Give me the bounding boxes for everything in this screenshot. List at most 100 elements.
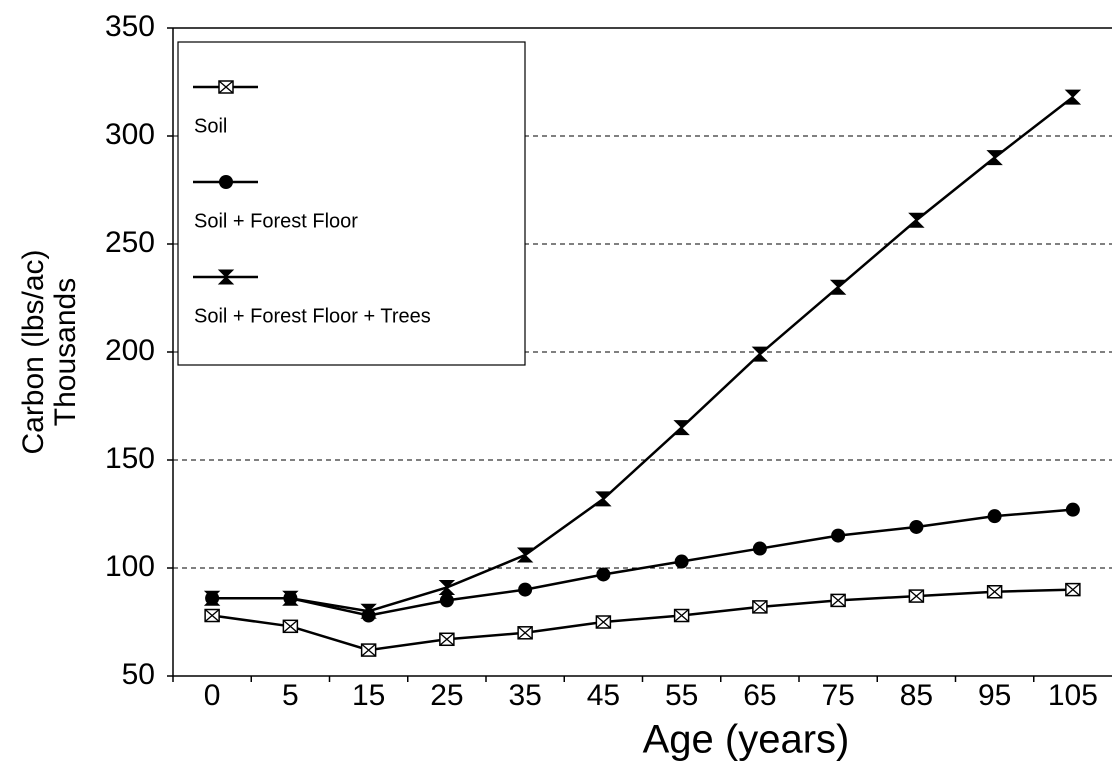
data-point — [595, 491, 612, 507]
marker-shape — [439, 593, 454, 608]
legend-box — [177, 41, 526, 366]
x-tick-label: 55 — [665, 679, 698, 712]
marker-shape — [217, 269, 235, 285]
marker-shape — [595, 491, 612, 507]
data-point — [830, 593, 846, 608]
marker-shape — [830, 593, 846, 607]
marker-shape — [516, 547, 534, 563]
marker-shape — [752, 541, 767, 556]
data-point — [752, 600, 768, 614]
marker-shape — [751, 346, 769, 362]
series-line — [211, 588, 1073, 652]
marker-shape — [987, 509, 1002, 524]
marker-shape — [674, 554, 689, 569]
y-tick-label: 350 — [105, 10, 155, 43]
y-tick-label: 50 — [122, 658, 155, 691]
y-axis-label: Thousands — [49, 278, 82, 426]
marker-shape — [596, 567, 611, 582]
marker-shape — [829, 279, 847, 295]
data-point — [438, 579, 456, 595]
data-point — [204, 608, 220, 623]
marker-shape — [908, 589, 924, 603]
marker-shape — [219, 175, 233, 189]
y-axis-label: Carbon (lbs/ac) — [17, 249, 50, 454]
x-tick-label: 65 — [743, 679, 776, 712]
data-point — [1065, 582, 1081, 597]
marker-shape — [595, 615, 611, 629]
legend-marker — [217, 269, 235, 285]
marker-shape — [1065, 502, 1080, 517]
marker-shape — [673, 420, 690, 436]
marker-shape — [218, 80, 234, 94]
series-line — [212, 96, 1074, 613]
legend-label: Soil — [194, 115, 227, 137]
data-point — [987, 509, 1002, 524]
x-tick-label: 85 — [900, 679, 933, 712]
x-tick-label: 45 — [587, 679, 620, 712]
x-tick-label: 25 — [430, 679, 463, 712]
x-tick-label: 105 — [1048, 679, 1098, 712]
data-point — [203, 590, 221, 606]
marker-shape — [831, 528, 846, 543]
marker-shape — [1064, 89, 1082, 105]
marker-shape — [518, 582, 533, 597]
legend-marker — [218, 80, 234, 94]
data-point — [752, 541, 767, 556]
marker-shape — [1065, 583, 1081, 597]
x-tick-label: 15 — [352, 679, 385, 712]
y-tick-label: 300 — [105, 118, 155, 151]
legend-label: Soil + Forest Floor — [194, 210, 358, 232]
marker-shape — [909, 519, 924, 534]
data-point — [673, 420, 690, 436]
y-tick-label: 200 — [105, 334, 155, 367]
data-point — [673, 608, 690, 623]
data-point — [517, 626, 533, 640]
marker-shape — [204, 609, 220, 623]
data-point — [439, 632, 455, 647]
data-point — [360, 643, 377, 657]
marker-shape — [361, 643, 377, 657]
data-point — [909, 519, 924, 534]
x-tick-label: 0 — [204, 679, 221, 712]
legend-label: Soil + Forest Floor + Trees — [194, 305, 431, 327]
data-point — [1064, 89, 1082, 105]
data-point — [518, 582, 533, 597]
marker-shape — [439, 632, 455, 646]
marker-shape — [987, 585, 1003, 599]
data-point — [282, 590, 299, 606]
data-point — [908, 589, 925, 603]
data-point — [282, 619, 299, 634]
x-tick-label: 35 — [508, 679, 541, 712]
marker-shape — [282, 619, 298, 633]
x-axis-label: Age (years) — [643, 718, 850, 762]
data-point — [1065, 502, 1080, 517]
marker-shape — [282, 590, 299, 606]
marker-shape — [674, 609, 690, 623]
y-tick-label: 250 — [105, 226, 155, 259]
y-tick-label: 150 — [105, 442, 155, 475]
marker-shape — [203, 590, 221, 606]
marker-shape — [986, 150, 1003, 166]
data-point — [751, 346, 769, 362]
marker-shape — [438, 579, 456, 595]
marker-shape — [752, 600, 768, 614]
data-point — [595, 615, 612, 629]
marker-shape — [908, 212, 925, 228]
data-point — [986, 150, 1003, 166]
data-point — [986, 585, 1003, 599]
series-line — [212, 508, 1073, 617]
x-tick-label: 95 — [978, 679, 1011, 712]
legend: Soil Soil + Forest Floor Soil + Forest Flo… — [177, 41, 526, 366]
x-tick-label: 75 — [821, 679, 854, 712]
legend-marker — [219, 175, 233, 189]
marker-shape — [517, 626, 533, 640]
data-point — [360, 603, 377, 619]
data-point — [829, 279, 847, 295]
data-point — [516, 547, 534, 563]
data-point — [674, 554, 689, 569]
data-point — [596, 567, 611, 582]
data-point — [831, 528, 846, 543]
y-tick-label: 100 — [105, 550, 155, 583]
